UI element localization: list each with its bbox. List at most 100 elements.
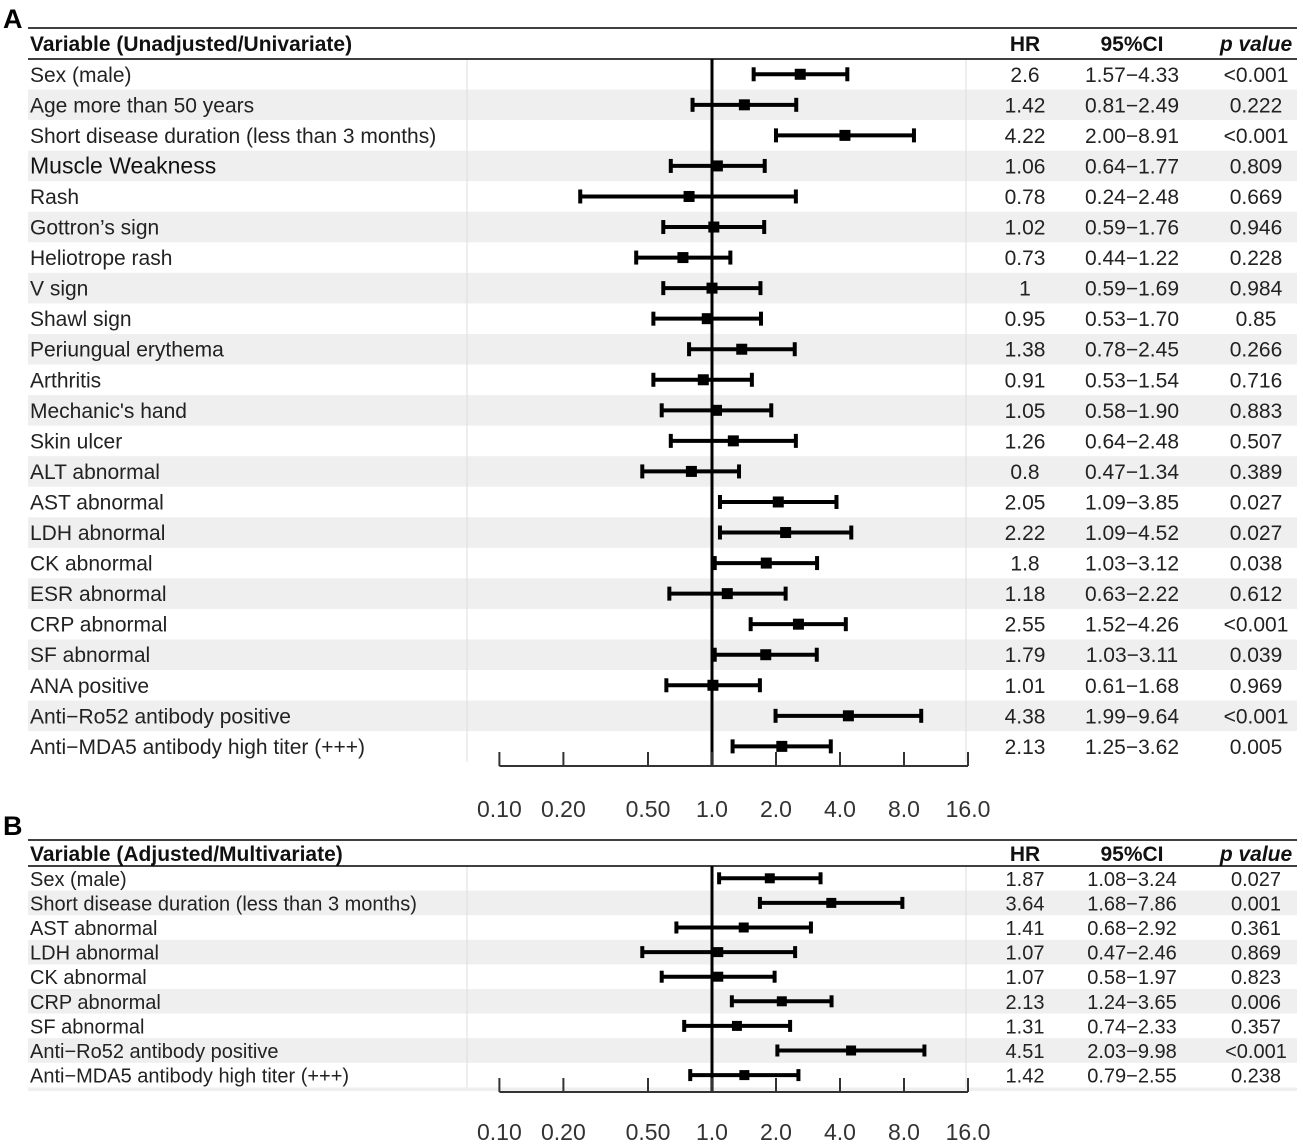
row-label: Anti−Ro52 antibody positive: [30, 705, 291, 728]
row-label: Sex (male): [30, 869, 127, 891]
row-p-value: 0.027: [1230, 522, 1283, 545]
row-p-value: 0.001: [1231, 893, 1281, 915]
row-stripe: [28, 1087, 1297, 1091]
row-ci-value: 0.61−1.68: [1085, 675, 1179, 698]
x-tick-label: 0.50: [626, 1119, 671, 1145]
row-ci-value: 0.58−1.90: [1085, 400, 1179, 423]
row-label: Rash: [30, 186, 79, 209]
row-ci-value: 0.63−2.22: [1085, 583, 1179, 606]
row-p-value: 0.038: [1230, 553, 1283, 576]
hr-point: [794, 68, 806, 80]
hr-point: [738, 99, 750, 111]
x-tick-label: 0.20: [541, 1119, 586, 1145]
row-hr-value: 1.06: [1005, 155, 1046, 178]
x-tick-label: 0.50: [626, 796, 671, 822]
row-hr-value: 1.07: [1006, 943, 1045, 965]
row-stripe: [28, 1038, 1297, 1063]
hr-point: [826, 897, 837, 908]
row-label: Short disease duration (less than 3 mont…: [30, 125, 436, 148]
row-label: Heliotrope rash: [30, 247, 172, 270]
row-ci-value: 0.47−2.46: [1087, 943, 1177, 965]
header-ci: 95%CI: [1100, 33, 1163, 56]
row-ci-value: 0.78−2.45: [1085, 339, 1179, 362]
row-hr-value: 4.22: [1005, 125, 1046, 148]
row-hr-value: 0.8: [1010, 461, 1039, 484]
row-label: AST abnormal: [30, 918, 157, 940]
header-p-value: p value: [1219, 843, 1293, 866]
row-label: SF abnormal: [30, 1016, 145, 1038]
row-label: V sign: [30, 278, 88, 301]
row-hr-value: 0.95: [1005, 308, 1046, 331]
row-label: Mechanic's hand: [30, 400, 187, 423]
row-ci-value: 0.47−1.34: [1085, 461, 1179, 484]
row-hr-value: 4.51: [1006, 1041, 1045, 1063]
row-p-value: <0.001: [1225, 1041, 1287, 1063]
row-label: SF abnormal: [30, 644, 150, 667]
x-tick-label: 2.0: [760, 1119, 792, 1145]
row-label: CRP abnormal: [30, 614, 167, 637]
x-tick-label: 4.0: [824, 1119, 856, 1145]
row-label: Age more than 50 years: [30, 94, 254, 117]
row-p-value: 0.357: [1231, 1016, 1281, 1038]
row-p-value: 0.039: [1230, 644, 1283, 667]
row-p-value: 0.883: [1230, 400, 1283, 423]
row-p-value: 0.946: [1230, 217, 1283, 240]
row-p-value: 0.612: [1230, 583, 1283, 606]
row-p-value: <0.001: [1224, 125, 1289, 148]
row-ci-value: 1.09−3.85: [1085, 491, 1179, 514]
row-ci-value: 1.08−3.24: [1087, 869, 1177, 891]
row-label: Gottron’s sign: [30, 217, 159, 240]
row-p-value: 0.969: [1230, 675, 1283, 698]
row-ci-value: 1.99−9.64: [1085, 705, 1179, 728]
row-ci-value: 1.68−7.86: [1087, 893, 1177, 915]
row-label: Anti−MDA5 antibody high titer (+++): [30, 1066, 349, 1088]
row-label: CK abnormal: [30, 967, 147, 989]
hr-point: [721, 588, 733, 600]
row-hr-value: 0.78: [1005, 186, 1046, 209]
row-stripe: [28, 700, 1297, 732]
hr-point: [776, 996, 787, 1007]
hr-point: [683, 190, 695, 202]
row-hr-value: 1.01: [1005, 675, 1046, 698]
row-ci-value: 0.44−1.22: [1085, 247, 1179, 270]
row-hr-value: 3.64: [1006, 893, 1045, 915]
panel-letter: B: [3, 811, 23, 841]
row-ci-value: 2.03−9.98: [1087, 1041, 1177, 1063]
hr-point: [772, 496, 784, 508]
row-label: ANA positive: [30, 675, 149, 698]
row-label: ESR abnormal: [30, 583, 167, 606]
row-hr-value: 2.6: [1010, 64, 1039, 87]
row-ci-value: 0.79−2.55: [1087, 1066, 1177, 1088]
row-p-value: <0.001: [1224, 614, 1289, 637]
row-hr-value: 2.13: [1005, 736, 1046, 759]
row-ci-value: 1.03−3.11: [1086, 644, 1178, 667]
hr-point: [711, 160, 723, 172]
row-hr-value: 2.13: [1006, 992, 1045, 1014]
row-hr-value: 2.05: [1005, 491, 1046, 514]
row-hr-value: 1.07: [1006, 967, 1045, 989]
row-stripe: [28, 890, 1297, 916]
row-label: Sex (male): [30, 64, 132, 87]
row-p-value: 0.006: [1231, 992, 1281, 1014]
row-p-value: 0.361: [1231, 918, 1281, 940]
hr-point: [846, 1045, 857, 1056]
row-hr-value: 1: [1019, 278, 1031, 301]
row-ci-value: 1.57−4.33: [1085, 64, 1179, 87]
header-variable: Variable (Unadjusted/Univariate): [30, 33, 352, 56]
x-tick-label: 2.0: [760, 796, 792, 822]
row-hr-value: 1.41: [1006, 918, 1045, 940]
row-p-value: 0.823: [1231, 967, 1281, 989]
row-p-value: 0.027: [1230, 491, 1283, 514]
x-tick-label: 0.20: [541, 796, 586, 822]
row-p-value: 0.005: [1230, 736, 1283, 759]
row-hr-value: 1.05: [1005, 400, 1046, 423]
row-stripe: [28, 89, 1297, 121]
hr-point: [708, 221, 720, 233]
header-hr: HR: [1010, 843, 1040, 866]
row-hr-value: 1.26: [1005, 430, 1046, 453]
hr-point: [764, 873, 775, 884]
row-ci-value: 0.68−2.92: [1087, 918, 1177, 940]
hr-point: [685, 465, 697, 477]
panel-letter: A: [3, 4, 23, 34]
